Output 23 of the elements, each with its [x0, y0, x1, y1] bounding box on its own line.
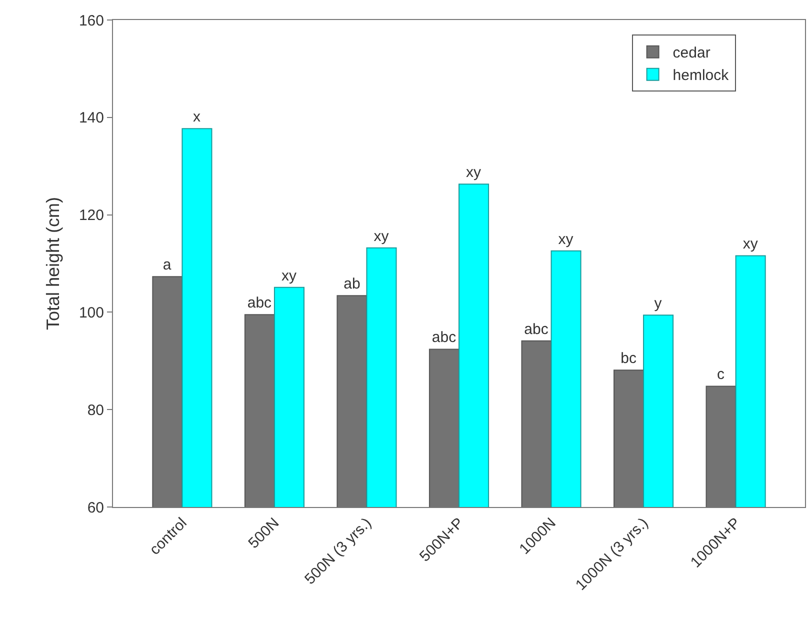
y-tick-label: 60 [87, 499, 104, 516]
data-label: abc [524, 320, 549, 338]
data-label: abc [432, 329, 457, 346]
data-label: xy [742, 236, 758, 253]
legend-label: hemlock [672, 67, 730, 84]
data-label: c [717, 366, 726, 384]
y-tick-label: 160 [78, 12, 104, 30]
data-label: y [654, 295, 662, 312]
legend-label: cedar [672, 44, 710, 62]
y-tick-label: 80 [87, 402, 104, 419]
data-label: abc [247, 294, 272, 312]
y-tick-label: 100 [78, 304, 104, 322]
data-label: xy [281, 267, 297, 284]
data-label: x [192, 108, 201, 126]
data-label: ab [344, 276, 360, 293]
data-label: a [162, 256, 172, 274]
y-axis-title: Total height (cm) [43, 196, 64, 330]
data-label: xy [374, 228, 390, 245]
data-label: xy [466, 164, 482, 182]
y-tick-label: 120 [78, 207, 104, 224]
data-label: xy [558, 230, 574, 248]
data-label: bc [620, 350, 637, 368]
y-tick-label: 140 [78, 110, 104, 127]
